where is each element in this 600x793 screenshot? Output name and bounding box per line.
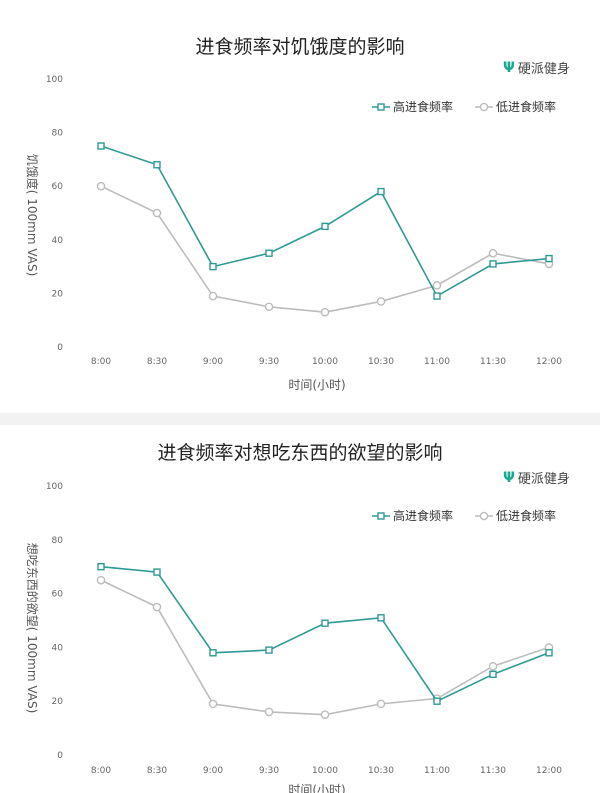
x-tick-label: 9:30 — [259, 766, 279, 776]
series-line — [100, 579, 550, 716]
x-tick-label: 8:30 — [147, 357, 167, 367]
y-tick-label: 60 — [52, 182, 64, 192]
x-tick-label: 8:00 — [91, 357, 111, 367]
data-point — [208, 699, 218, 709]
y-axis-label: 想吃东西的欲望( 100mm VAS) — [25, 543, 40, 714]
y-tick-label: 20 — [52, 289, 64, 299]
data-point — [96, 575, 106, 585]
x-tick-label: 9:30 — [259, 357, 279, 367]
data-point — [488, 661, 498, 671]
brand-name: 硬派健身 — [517, 472, 570, 487]
data-point — [545, 649, 553, 657]
data-point — [320, 710, 330, 719]
x-tick-label: 11:30 — [480, 357, 506, 367]
y-tick-label: 40 — [52, 643, 64, 653]
data-point — [97, 142, 105, 150]
x-tick-label: 12:00 — [536, 766, 562, 776]
x-tick-label: 11:00 — [424, 766, 450, 776]
data-point — [433, 292, 441, 300]
x-tick-label: 8:30 — [147, 766, 167, 776]
x-tick-label: 11:00 — [424, 357, 450, 367]
data-point — [489, 670, 497, 679]
data-point — [96, 181, 106, 191]
data-point — [321, 619, 329, 627]
legend-label-low: 低进食频率 — [496, 508, 556, 523]
y-tick-label: 0 — [57, 343, 63, 353]
legend-marker-high — [377, 512, 385, 520]
data-point — [377, 187, 385, 196]
data-point — [97, 562, 105, 571]
y-tick-label: 100 — [46, 75, 63, 85]
x-tick-label: 10:00 — [312, 357, 338, 367]
legend-marker-low — [479, 102, 489, 112]
series-line — [100, 565, 550, 703]
legend-label-high: 高进食频率 — [393, 99, 453, 114]
data-point — [265, 249, 273, 257]
data-point — [376, 699, 386, 709]
data-point — [264, 707, 274, 717]
line-chart-craving: 0 20 40 60 80 100 8:00 8:30 9:00 9:30 10:00 10:30 11… — [25, 482, 562, 793]
chart-panel-craving: 进食频率对想吃东西的欲望的影响 Ψ 硬派健身 0 20 40 60 80 100 8:00 8… — [0, 428, 600, 793]
data-point — [489, 260, 497, 268]
data-point — [152, 208, 162, 218]
legend-label-low: 低进食频率 — [496, 99, 556, 114]
x-tick-label: 10:00 — [312, 766, 338, 776]
x-tick-label: 11:30 — [480, 766, 506, 776]
line-chart-hunger: 0 20 40 60 80 100 8:00 8:30 9:00 9:30 10:00 10:30 11… — [25, 75, 562, 392]
data-point — [320, 307, 330, 317]
x-tick-label: 10:30 — [368, 357, 394, 367]
brand-name: 硬派健身 — [517, 62, 570, 77]
brand-logo-icon: Ψ — [503, 469, 515, 486]
data-point — [545, 254, 553, 263]
x-axis-label: 时间(小时) — [288, 783, 345, 793]
data-point — [208, 291, 218, 301]
y-tick-label: 100 — [46, 482, 63, 492]
data-point — [433, 697, 441, 705]
y-tick-label: 80 — [52, 536, 64, 546]
x-tick-label: 8:00 — [91, 766, 111, 776]
chart-panel-hunger: 进食频率对饥饿度的影响 Ψ 硬派健身 0 20 40 60 80 100 8:00 8:30 9… — [25, 36, 570, 392]
data-point — [377, 614, 385, 622]
data-point — [264, 302, 274, 312]
data-point — [152, 602, 162, 612]
chart-title: 进食频率对想吃东西的欲望的影响 — [157, 442, 443, 464]
x-axis-label: 时间(小时) — [288, 378, 345, 392]
data-point — [432, 281, 442, 290]
data-point — [488, 248, 498, 258]
y-tick-label: 0 — [57, 751, 63, 761]
data-point — [209, 649, 217, 657]
series-line — [100, 185, 550, 313]
data-point — [321, 222, 329, 231]
legend-label-high: 高进食频率 — [393, 508, 453, 523]
x-tick-label: 9:00 — [203, 357, 223, 367]
brand-watermark: Ψ 硬派健身 — [503, 468, 570, 488]
data-point — [209, 262, 217, 271]
data-point — [376, 297, 386, 306]
brand-watermark: Ψ 硬派健身 — [503, 58, 570, 78]
y-axis-label: 饥饿度( 100mm VAS) — [25, 154, 40, 277]
data-point — [153, 568, 161, 576]
y-tick-label: 80 — [52, 129, 64, 139]
legend-marker-high — [377, 103, 385, 111]
chart-title: 进食频率对饥饿度的影响 — [195, 36, 405, 58]
x-tick-label: 12:00 — [536, 357, 562, 367]
panel-divider — [0, 413, 600, 425]
y-tick-label: 60 — [52, 590, 64, 600]
x-tick-label: 9:00 — [203, 766, 223, 776]
y-tick-label: 40 — [52, 236, 64, 246]
data-point — [265, 646, 273, 654]
y-tick-label: 20 — [52, 697, 64, 707]
brand-logo-icon: Ψ — [503, 59, 515, 76]
series-line — [100, 145, 550, 298]
legend-marker-low — [479, 511, 489, 521]
data-point — [153, 161, 161, 169]
x-tick-label: 10:30 — [368, 766, 394, 776]
